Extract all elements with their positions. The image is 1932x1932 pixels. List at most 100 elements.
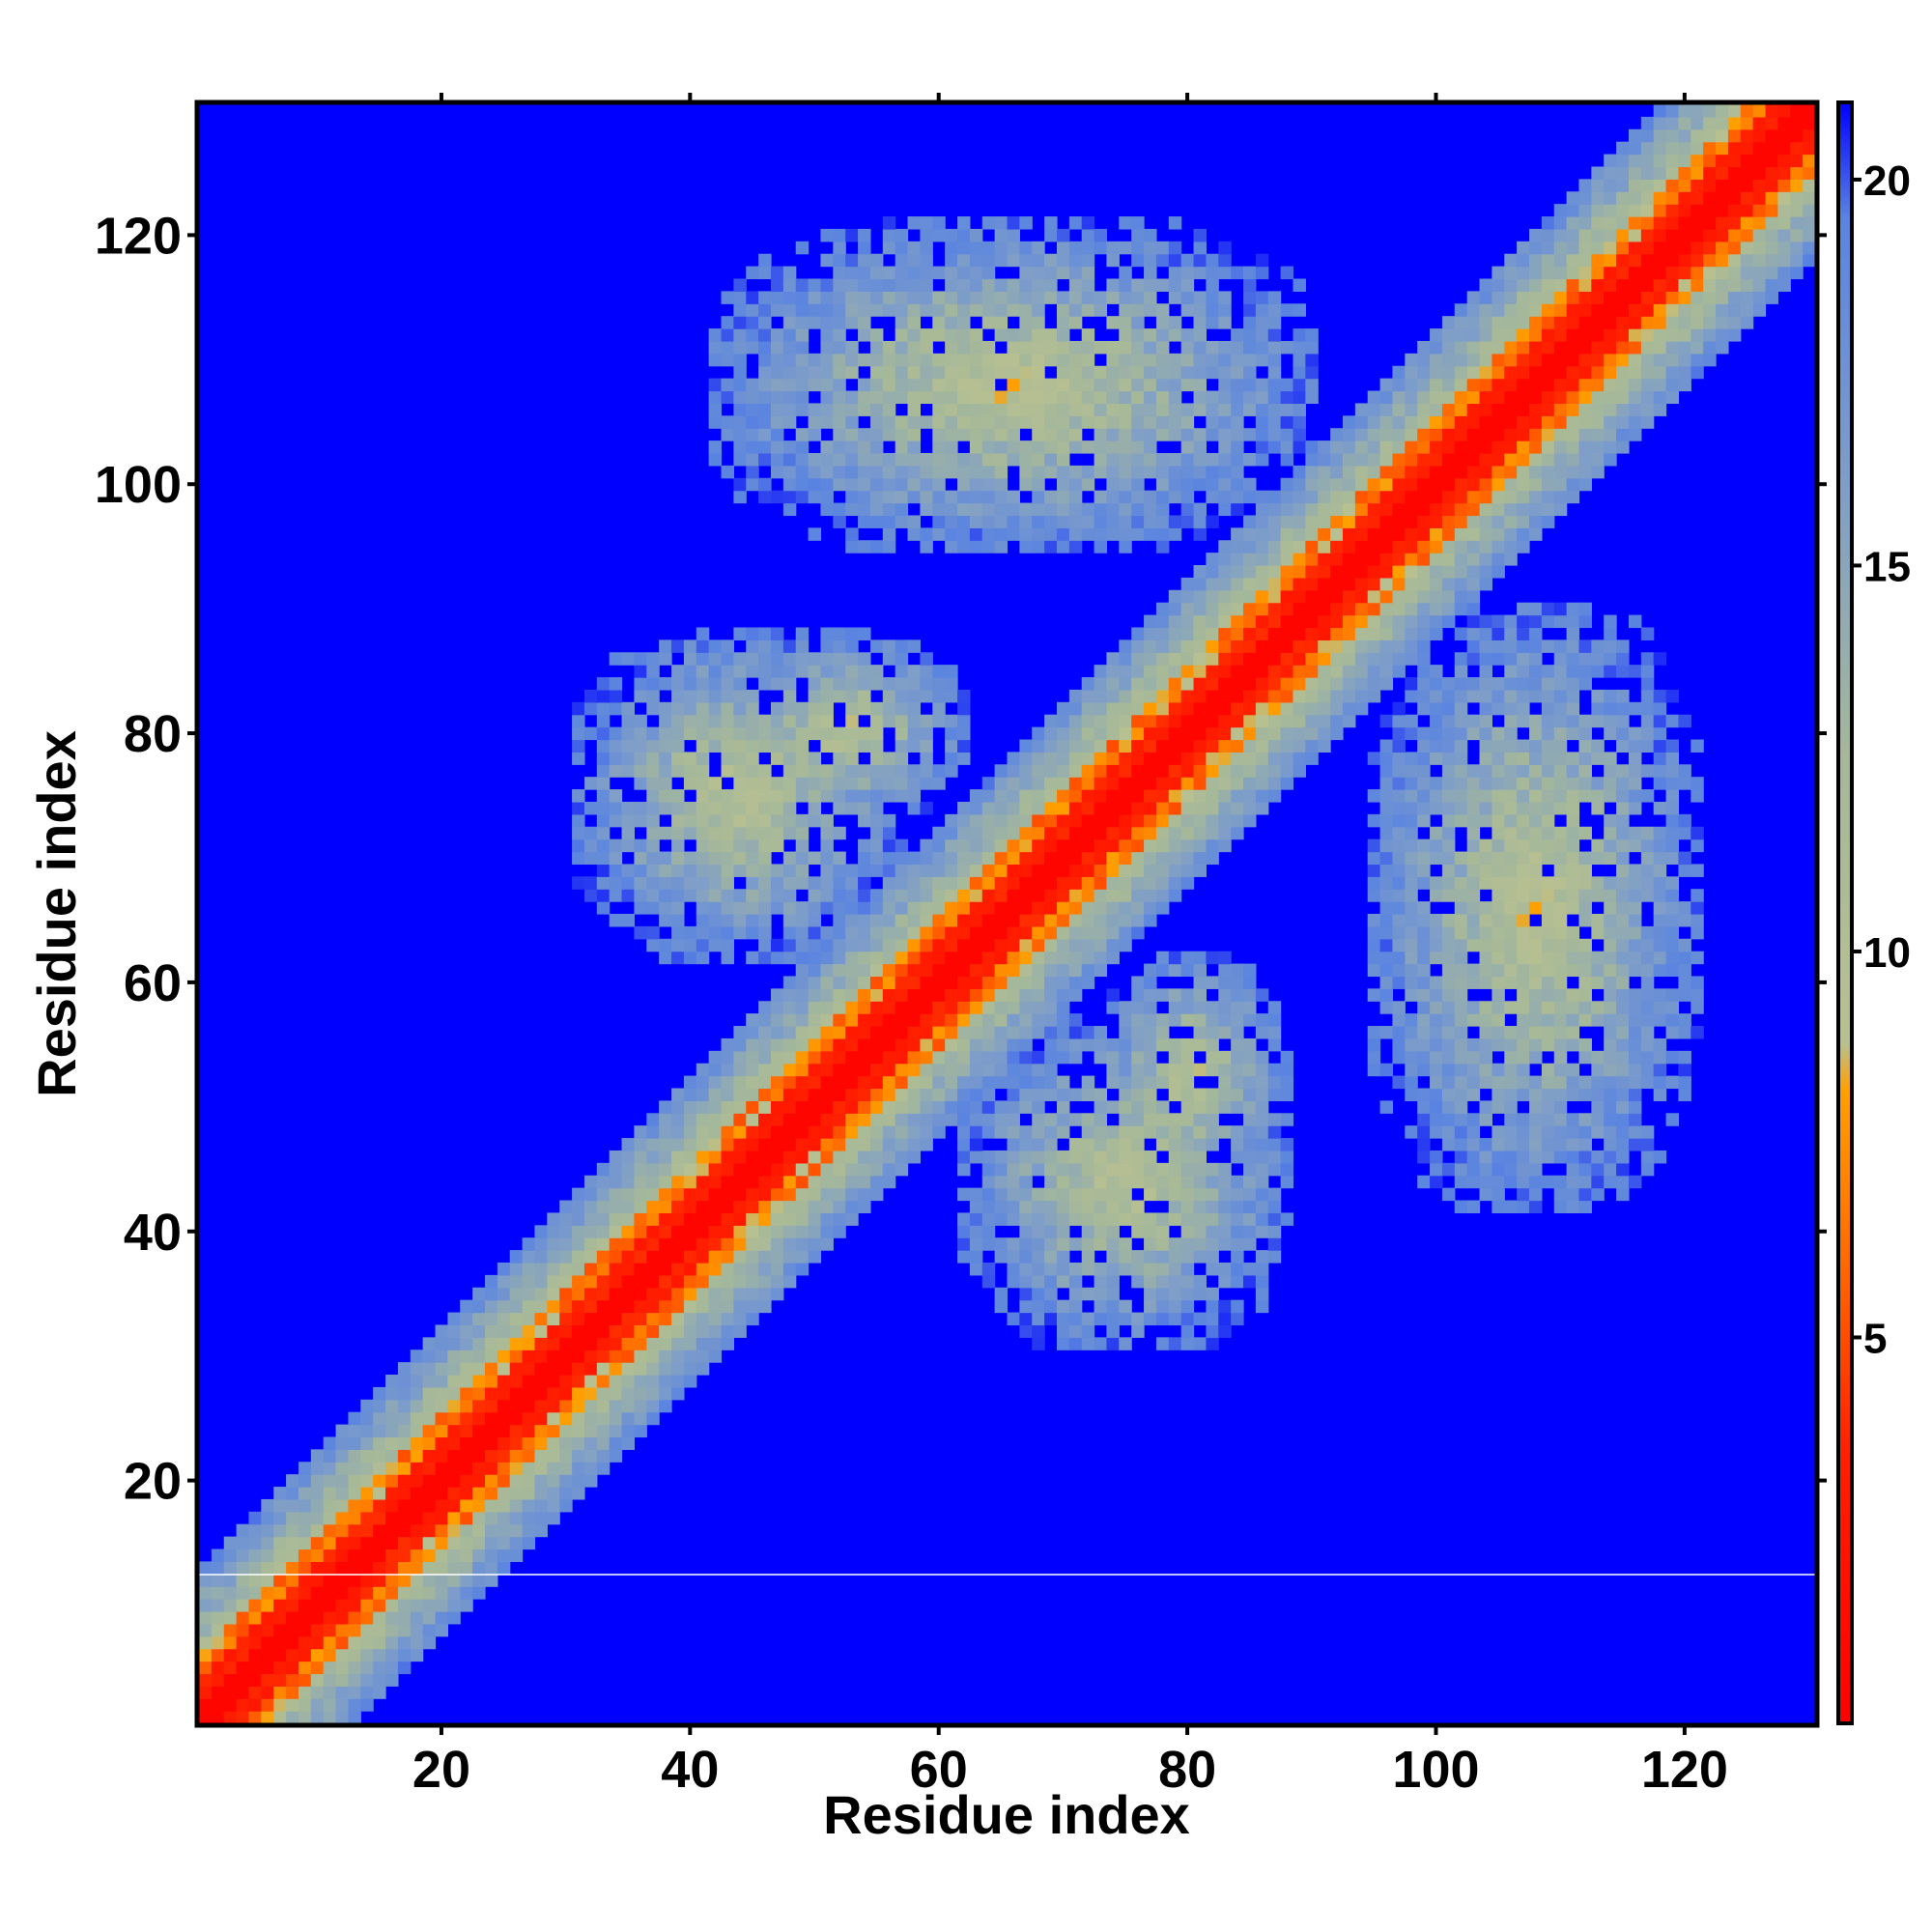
heatmap-cell xyxy=(1068,976,1083,989)
heatmap-cell xyxy=(1379,502,1394,517)
heatmap-cell xyxy=(1193,639,1208,653)
heatmap-cell xyxy=(1578,914,1592,927)
heatmap-cell xyxy=(435,1498,448,1513)
heatmap-cell xyxy=(1144,801,1157,815)
heatmap-cell xyxy=(1180,1013,1195,1027)
heatmap-cell xyxy=(770,864,784,877)
heatmap-cell xyxy=(261,1711,274,1724)
heatmap-cell xyxy=(583,1375,598,1388)
heatmap-cell xyxy=(1578,1088,1592,1101)
heatmap-cell xyxy=(795,1026,810,1039)
heatmap-cell xyxy=(659,1150,672,1164)
heatmap-cell xyxy=(1231,1088,1244,1101)
heatmap-cell xyxy=(1405,901,1418,915)
heatmap-cell xyxy=(869,714,884,728)
heatmap-cell xyxy=(1206,1001,1219,1014)
heatmap-cell xyxy=(472,1561,486,1575)
heatmap-cell xyxy=(1492,565,1505,579)
heatmap-cell xyxy=(1094,665,1108,678)
heatmap-cell xyxy=(795,465,810,479)
heatmap-cell xyxy=(869,914,884,927)
heatmap-cell xyxy=(1318,652,1331,666)
heatmap-cell xyxy=(1566,452,1580,467)
heatmap-cell xyxy=(1218,589,1232,604)
heatmap-cell xyxy=(770,1125,810,1139)
heatmap-cell xyxy=(1392,627,1406,640)
heatmap-cell xyxy=(1019,851,1033,866)
heatmap-cell xyxy=(1231,1063,1244,1077)
heatmap-cell xyxy=(596,1462,611,1475)
heatmap-cell xyxy=(1007,951,1020,965)
heatmap-cell xyxy=(1068,1150,1083,1164)
heatmap-cell xyxy=(1379,390,1394,405)
heatmap-cell xyxy=(1144,1212,1157,1226)
heatmap-cell xyxy=(596,1424,611,1438)
heatmap-cell xyxy=(920,1037,933,1052)
heatmap-cell xyxy=(1604,851,1617,866)
heatmap-cell xyxy=(1466,789,1481,803)
heatmap-cell xyxy=(1007,777,1020,790)
heatmap-cell xyxy=(920,677,933,691)
heatmap-cell xyxy=(1206,951,1219,965)
heatmap-cell xyxy=(509,1262,524,1276)
heatmap-cell xyxy=(895,502,909,517)
heatmap-cell xyxy=(981,1200,996,1214)
heatmap-cell xyxy=(721,689,734,703)
heatmap-cell xyxy=(746,864,759,877)
heatmap-cell xyxy=(447,1523,461,1538)
heatmap-cell xyxy=(1517,801,1530,815)
heatmap-cell xyxy=(1119,813,1132,828)
heatmap-cell xyxy=(1566,789,1580,803)
heatmap-cell xyxy=(1454,1001,1468,1014)
heatmap-cell xyxy=(858,652,871,666)
heatmap-cell xyxy=(1541,415,1555,429)
heatmap-cell xyxy=(211,1548,225,1562)
heatmap-cell xyxy=(758,876,772,890)
heatmap-cell xyxy=(820,465,834,479)
heatmap-cell xyxy=(1578,403,1592,416)
heatmap-cell xyxy=(782,1274,797,1289)
heatmap-cell xyxy=(1243,701,1257,716)
heatmap-cell xyxy=(721,1138,734,1151)
heatmap-cell xyxy=(1653,963,1667,978)
heatmap-cell xyxy=(1094,1026,1108,1039)
heatmap-cell xyxy=(1367,1050,1381,1065)
heatmap-cell xyxy=(634,689,647,703)
heatmap-cell xyxy=(907,976,922,989)
heatmap-cell xyxy=(1628,864,1642,877)
heatmap-cell xyxy=(882,752,896,765)
heatmap-cell xyxy=(1144,1001,1157,1014)
heatmap-cell xyxy=(484,1274,498,1289)
heatmap-cell xyxy=(1529,515,1543,528)
heatmap-cell xyxy=(721,1225,734,1238)
heatmap-cell xyxy=(1180,813,1195,828)
heatmap-cell xyxy=(1267,515,1282,528)
heatmap-cell xyxy=(1267,701,1282,716)
heatmap-cell xyxy=(1330,701,1344,716)
heatmap-cell xyxy=(683,1250,697,1264)
heatmap-cell xyxy=(671,1337,685,1350)
heatmap-cell xyxy=(1255,714,1269,728)
heatmap-cell xyxy=(1168,1250,1182,1264)
heatmap-cell xyxy=(1180,777,1195,790)
heatmap-cell xyxy=(969,540,983,554)
heatmap-cell xyxy=(1267,1037,1282,1052)
heatmap-cell xyxy=(223,1548,238,1562)
heatmap-cell xyxy=(659,1138,685,1151)
heatmap-cell xyxy=(1616,665,1630,678)
heatmap-cell xyxy=(1119,1026,1132,1039)
heatmap-cell xyxy=(1180,988,1195,1002)
heatmap-cell xyxy=(422,1462,437,1475)
heatmap-cell xyxy=(1206,639,1219,653)
heatmap-cell xyxy=(1628,739,1642,753)
heatmap-cell xyxy=(795,1075,810,1090)
heatmap-cell xyxy=(671,1274,685,1289)
heatmap-cell xyxy=(1417,739,1431,753)
heatmap-cell xyxy=(1155,1138,1170,1151)
heatmap-cell xyxy=(1218,465,1232,479)
heatmap-cell xyxy=(770,726,784,741)
heatmap-cell xyxy=(1529,889,1543,902)
heatmap-cell xyxy=(646,1125,660,1139)
heatmap-cell xyxy=(634,726,647,741)
heatmap-cell xyxy=(795,864,810,877)
